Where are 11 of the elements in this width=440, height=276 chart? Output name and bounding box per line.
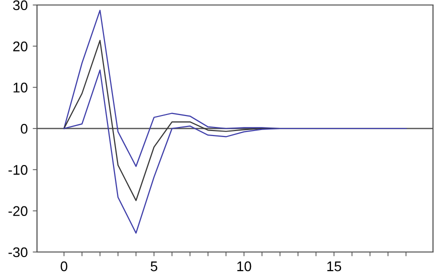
x-tick-label: 15 bbox=[327, 262, 342, 272]
x-tick-label: 0 bbox=[60, 261, 68, 272]
y-tick-label: 10 bbox=[14, 82, 28, 93]
y-tick-label: -10 bbox=[8, 165, 28, 175]
y-tick-label: -20 bbox=[8, 206, 28, 216]
y-tick-label: 20 bbox=[13, 42, 28, 52]
x-tick-label: 5 bbox=[150, 262, 158, 272]
y-tick-label: 0 bbox=[20, 124, 28, 134]
y-tick-label: -30 bbox=[8, 247, 28, 258]
x-tick-label: 10 bbox=[237, 261, 252, 272]
y-tick-label: 30 bbox=[13, 0, 28, 10]
